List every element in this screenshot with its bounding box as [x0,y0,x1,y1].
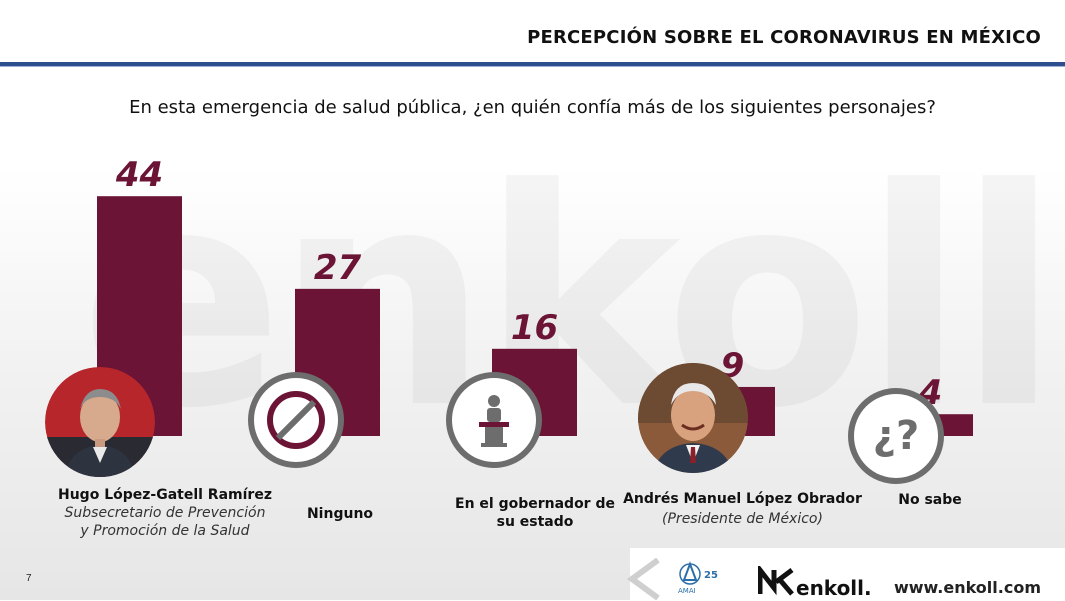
header-rule [0,62,1065,66]
enkoll-logo-text: enkoll. [796,576,872,600]
question-marks-icon: ¿? [848,388,944,484]
website-url: www.enkoll.com [893,578,1041,597]
survey-question: En esta emergencia de salud pública, ¿en… [129,97,936,118]
amai-logo-text: AMAI [678,587,696,595]
category-sub-lopez-gatell-line1: Subsecretario de Prevención [64,505,266,521]
category-sub-lopez-obrador: (Presidente de México) [662,511,823,527]
category-label-lopez-obrador: Andrés Manuel López Obrador [623,491,862,507]
chevron-left-icon [626,558,660,600]
category-label-ninguno: Ninguno [306,506,374,522]
portrait-lopez-obrador-icon [638,363,748,473]
value-label-0: 44 [115,155,163,195]
podium-speaker-icon [446,372,542,468]
enkoll-logo-mark [758,566,794,596]
footer-band [630,548,1065,600]
category-label-gobernador-line2: su estado [496,514,574,530]
amai-logo: AMAI 25 [670,560,718,596]
portrait-lopez-gatell-icon [45,367,155,477]
category-sub-lopez-gatell-line2: y Promoción de la Salud [80,523,250,539]
category-label-lopez-gatell: Hugo López-Gatell Ramírez [58,487,272,503]
category-label-gobernador-line1: En el gobernador de [455,496,615,512]
page-number: 7 [26,573,32,584]
amai-badge-text: 25 [704,570,718,581]
header-rule-light [0,66,1065,67]
value-label-1: 27 [314,248,362,288]
category-label-no-sabe: No sabe [898,492,962,508]
page-title: PERCEPCIÓN SOBRE EL CORONAVIRUS EN MÉXIC… [527,27,1041,48]
value-label-2: 16 [511,308,558,348]
prohibited-icon [248,372,344,468]
